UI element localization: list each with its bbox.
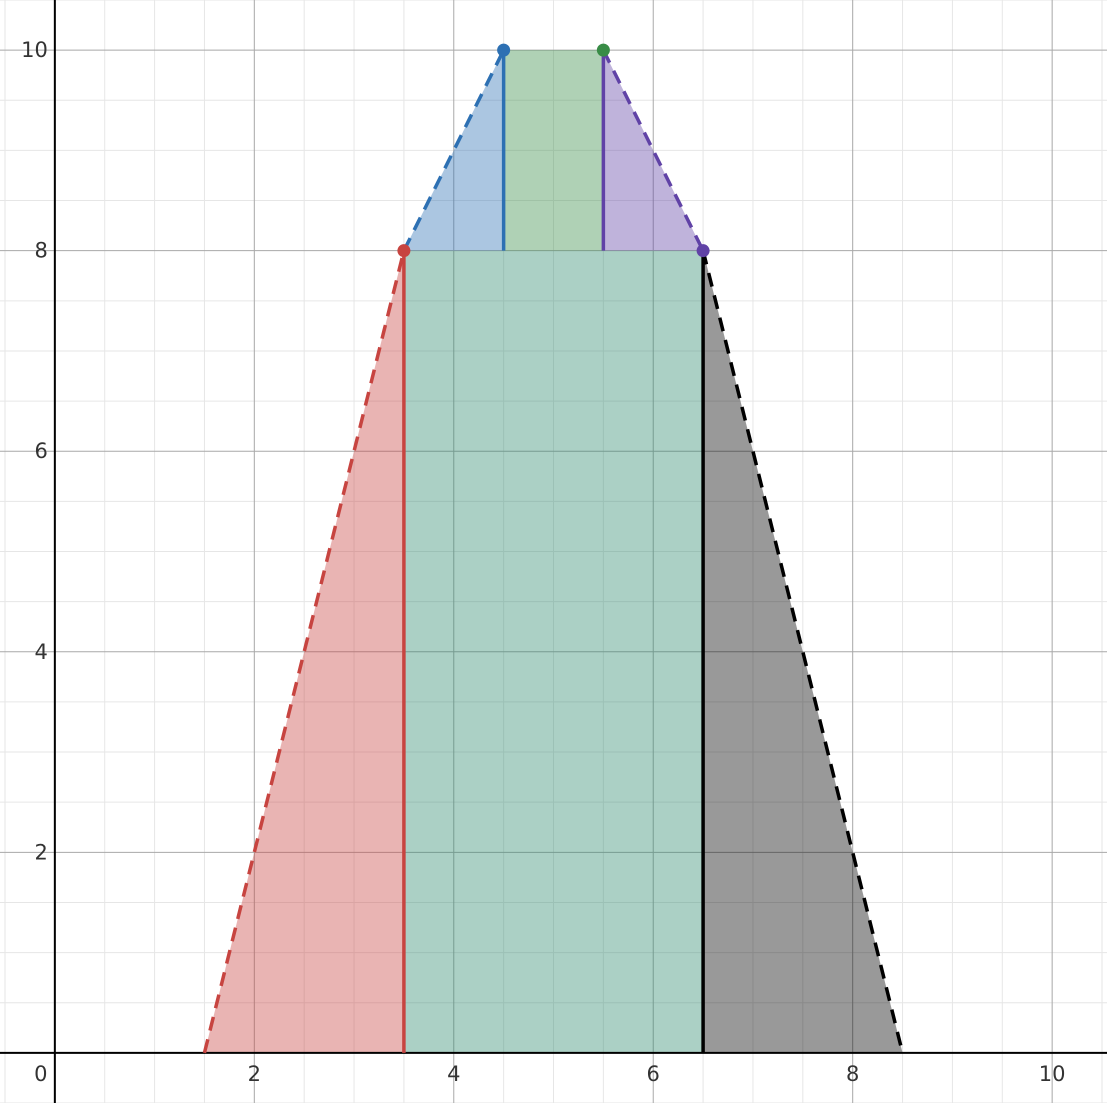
green-point[interactable] xyxy=(596,43,610,57)
green-rectangle-region xyxy=(503,50,604,251)
x-tick-label: 8 xyxy=(846,1062,859,1086)
gray-triangle-region xyxy=(703,250,903,1053)
y-tick-label: 4 xyxy=(34,640,47,664)
y-tick-label: 10 xyxy=(21,38,48,62)
x-tick-label: 4 xyxy=(447,1062,460,1086)
y-tick-label: 2 xyxy=(34,840,47,864)
blue-dashed-slope-segment xyxy=(402,49,506,252)
x-tick-label: 2 xyxy=(248,1062,261,1086)
y-tick-label: 8 xyxy=(34,239,47,263)
x-tick-label: 10 xyxy=(1039,1062,1066,1086)
red-point[interactable] xyxy=(397,244,411,258)
teal-rectangle-region xyxy=(403,250,704,1053)
x-tick-label: 6 xyxy=(647,1062,660,1086)
origin-label: 0 xyxy=(34,1062,47,1086)
line-segments xyxy=(202,49,905,1054)
purple-point[interactable] xyxy=(696,244,710,258)
y-tick-label: 6 xyxy=(34,439,47,463)
purple-dashed-slope-segment xyxy=(601,49,705,252)
red-triangle-region xyxy=(204,250,404,1053)
blue-point[interactable] xyxy=(497,43,511,57)
plotted-points xyxy=(397,43,710,258)
tick-labels: 0 2 4 6 8 10 2 4 6 8 10 xyxy=(21,38,1065,1086)
